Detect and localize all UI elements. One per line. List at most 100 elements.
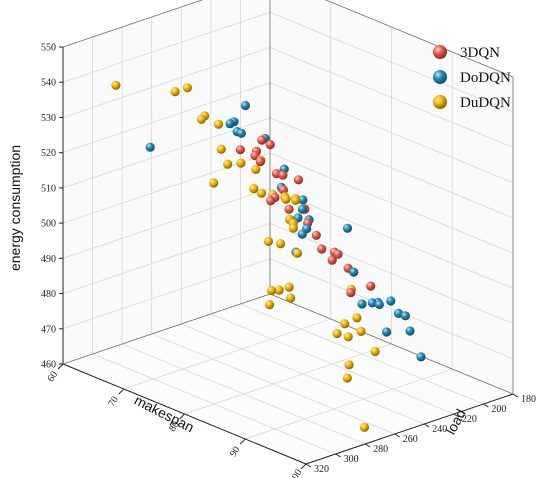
z-tick-label: 490 [41,254,56,265]
data-point-dodqn [400,311,410,321]
x-tick [179,413,185,420]
data-point-dudqn [359,422,370,432]
z-tick-label: 510 [41,183,56,194]
y-tick-label: 280 [373,444,388,455]
x-tick-label: 60 [46,370,61,384]
data-point-dudqn [291,195,301,205]
data-points [111,80,426,432]
box-edges [62,0,514,465]
y-tick-label: 260 [403,434,418,445]
gridline-z-left [62,187,271,259]
legend-label-dudqn: DuDQN [460,95,511,111]
z-axis-title: energy consumption [7,145,23,271]
x-tick [239,438,246,445]
y-tick-label: 300 [344,454,359,465]
z-tick-label: 500 [41,219,56,230]
data-point-dodqn [298,195,308,205]
x-tick-label: 90 [228,445,243,459]
data-point-dudqn [223,159,233,169]
y-tick-label: 220 [462,414,477,425]
left-wall [63,0,270,364]
gridline-y-floor [240,303,484,405]
gridline-y-floor [121,343,366,445]
data-point-dodqn [342,223,353,233]
data-point-dodqn [349,267,359,277]
data-point-dudqn [370,346,380,357]
data-point-3dqn [235,145,245,155]
y-tick-label: 320 [314,464,329,475]
box-edge [324,0,514,78]
data-point-dudqn [274,285,284,295]
y-tick-label: 200 [491,404,506,415]
data-point-3dqn [333,249,343,259]
gridline-z-left [62,82,271,154]
data-point-dudqn [343,332,353,342]
data-point-3dqn [257,135,267,145]
data-point-dudqn [256,188,267,198]
z-tick-label: 480 [41,289,56,300]
gridline-z-left [62,223,271,294]
box-edge [62,0,204,48]
data-point-dudqn [356,326,366,336]
x-tick [118,388,125,395]
x-tick-label: 80 [167,420,182,434]
data-point-dudqn [216,144,226,154]
legend-marker-dodqn [433,70,447,84]
y-tick [364,443,371,448]
data-point-dodqn [382,327,392,337]
data-point-dodqn [416,352,426,362]
legend-marker-dudqn [433,95,447,109]
y-tick [453,413,460,418]
data-point-3dqn [284,204,294,214]
data-point-dudqn [251,164,261,174]
chart-walls [63,0,513,464]
data-point-dudqn [267,285,277,296]
data-point-dodqn [225,119,235,129]
data-point-dodqn [236,128,246,138]
data-point-3dqn [278,170,288,180]
y-tick-label: 180 [521,394,536,405]
data-point-dudqn [182,83,192,93]
gridline-y-floor [210,313,455,415]
x-tick [300,463,307,470]
y-tick [394,433,400,438]
data-point-3dqn [317,244,327,254]
data-point-3dqn [327,255,337,265]
gridline-y-floor [181,323,425,425]
data-point-dudqn [340,319,350,329]
x-tick-label: 100 [287,467,304,478]
y-tick-label: 240 [432,424,447,435]
y-tick [305,463,312,468]
legend-label-3dqn: 3DQN [460,45,500,61]
y-axis-line [305,393,514,465]
z-tick-label: 470 [41,324,56,335]
data-point-dudqn [342,373,352,383]
box-edge [62,293,271,365]
z-tick-label: 550 [41,43,56,54]
data-point-dodqn [374,299,384,310]
data-point-3dqn [346,288,356,298]
data-point-dudqn [332,328,342,339]
tick-labels: 460 470 480 490 500 510 520 530 540 550 60 70 80 90 10… [41,43,536,478]
data-point-dudqn [111,80,121,90]
gridline-x-floor [123,318,331,390]
y-tick [512,393,519,398]
z-tick-label: 460 [41,360,56,371]
data-point-dudqn [288,223,298,233]
z-tick-label: 540 [41,78,56,89]
legend: 3DQN DoDQN DuDQN [433,45,511,111]
gridline-y-floor [151,333,395,435]
gridline-x-floor [184,343,392,415]
data-point-dodqn [145,142,155,152]
data-point-dodqn [240,100,250,111]
data-point-dudqn [292,248,302,258]
data-point-dodqn [357,299,367,309]
data-point-dodqn [297,204,307,214]
x-tick-label: 70 [106,395,121,409]
z-tick-label: 530 [41,113,56,124]
data-point-dudqn [209,178,219,188]
data-point-3dqn [266,196,276,206]
gridline-z-left [62,152,271,224]
data-point-3dqn [265,140,275,150]
